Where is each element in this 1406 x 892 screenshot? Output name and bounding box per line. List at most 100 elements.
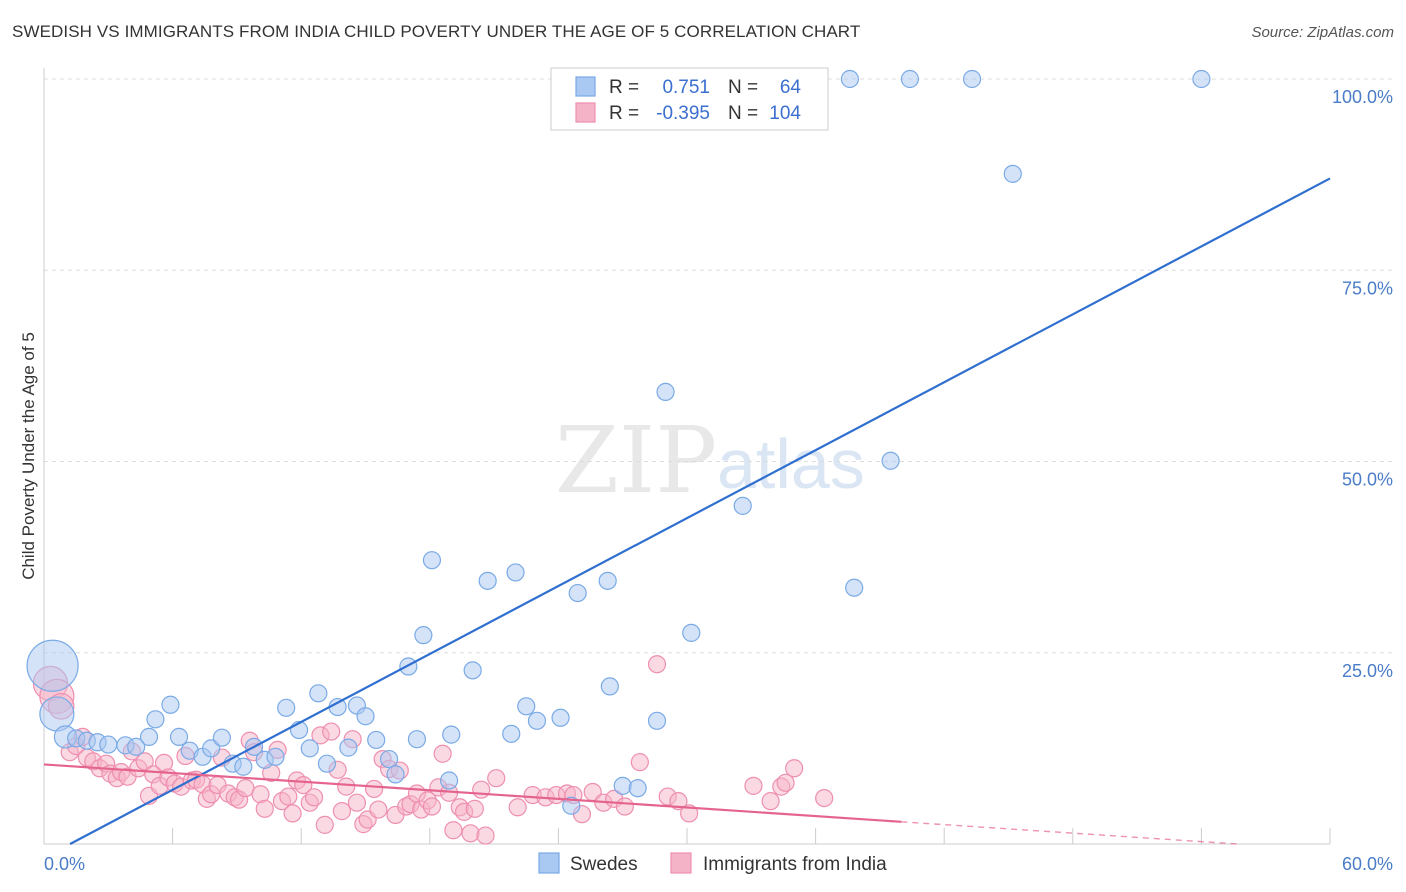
swedes-point-33 bbox=[386, 765, 405, 784]
swedes-point-58 bbox=[881, 451, 900, 470]
swedes-point-42 bbox=[502, 724, 521, 743]
legend-n-label-2: N = bbox=[728, 103, 758, 124]
swedes-point-53 bbox=[647, 711, 667, 730]
bottom-legend-swatch-swedes bbox=[538, 852, 560, 874]
india-point-96 bbox=[669, 792, 688, 811]
swedes-point-41 bbox=[478, 571, 497, 590]
series-india-points bbox=[32, 655, 834, 845]
swedes-point-26 bbox=[317, 754, 337, 773]
india-point-103 bbox=[815, 788, 834, 808]
swedes-point-49 bbox=[600, 677, 619, 696]
y-axis-label: Child Poverty Under the Age of 5 bbox=[19, 332, 38, 580]
bottom-legend-label-swedes: Swedes bbox=[570, 854, 638, 875]
india-point-77 bbox=[461, 824, 480, 843]
chart-title: SWEDISH VS IMMIGRANTS FROM INDIA CHILD P… bbox=[12, 22, 861, 41]
bottom-legend-swatch-india bbox=[670, 852, 692, 874]
swedes-point-25 bbox=[309, 684, 328, 703]
swedes-point-55 bbox=[682, 623, 701, 642]
swedes-point-28 bbox=[339, 738, 358, 757]
swedes-point-11 bbox=[161, 695, 180, 714]
legend: R = 0.751 N = 64 R = -0.395 N = 104 bbox=[550, 67, 829, 131]
tick-labels: 25.0% 50.0% 75.0% 100.0% 0.0% 60.0% bbox=[44, 87, 1393, 874]
y-tick-label-1: 50.0% bbox=[1342, 470, 1393, 490]
swedes-point-60 bbox=[900, 69, 920, 89]
trend-line-swedes bbox=[69, 177, 1331, 845]
y-tick-label-3: 100.0% bbox=[1332, 87, 1393, 107]
legend-swatch-india bbox=[575, 102, 596, 123]
bottom-legend: Swedes Immigrants from India bbox=[538, 852, 887, 875]
india-point-70 bbox=[422, 797, 442, 816]
swedes-point-27 bbox=[328, 697, 347, 717]
india-point-92 bbox=[615, 797, 634, 816]
swedes-point-30 bbox=[356, 707, 375, 726]
swedes-point-59 bbox=[845, 578, 864, 597]
india-point-54 bbox=[337, 777, 356, 796]
india-point-16 bbox=[135, 752, 154, 771]
india-point-74 bbox=[444, 821, 463, 840]
swedes-point-38 bbox=[422, 551, 442, 570]
india-point-101 bbox=[776, 773, 795, 792]
swedes-point-45 bbox=[527, 711, 547, 730]
swedes-point-10 bbox=[146, 710, 165, 729]
swedes-point-46 bbox=[551, 708, 570, 727]
swedes-point-24 bbox=[300, 739, 319, 758]
series-swedes-points bbox=[26, 69, 1211, 815]
india-point-50 bbox=[315, 815, 334, 834]
india-point-43 bbox=[279, 787, 298, 806]
bottom-legend-label-india: Immigrants from India bbox=[703, 854, 887, 875]
swedes-point-61 bbox=[962, 69, 982, 89]
swedes-point-15 bbox=[202, 739, 221, 758]
swedes-point-57 bbox=[840, 69, 859, 89]
india-point-79 bbox=[472, 780, 491, 799]
swedes-point-32 bbox=[379, 749, 399, 769]
swedes-point-9 bbox=[139, 727, 159, 747]
swedes-point-22 bbox=[277, 698, 296, 717]
swedes-point-21 bbox=[266, 747, 285, 766]
swedes-point-36 bbox=[414, 626, 433, 645]
india-point-72 bbox=[433, 744, 452, 763]
india-point-102 bbox=[785, 759, 804, 778]
swedes-point-63 bbox=[1192, 69, 1211, 89]
trend-lines bbox=[43, 177, 1331, 845]
india-point-48 bbox=[304, 788, 324, 807]
india-point-98 bbox=[744, 776, 763, 795]
legend-box bbox=[550, 67, 829, 131]
swedes-point-56 bbox=[733, 496, 752, 515]
watermark-zip: ZIP bbox=[555, 407, 717, 514]
legend-n-label-1: N = bbox=[728, 77, 758, 98]
swedes-point-31 bbox=[367, 730, 386, 750]
india-point-51 bbox=[322, 722, 341, 741]
india-point-44 bbox=[283, 804, 302, 823]
grid bbox=[44, 78, 1394, 654]
swedes-point-35 bbox=[407, 730, 427, 749]
x-tick-label-0: 0.0% bbox=[44, 854, 85, 874]
y-tick-label-0: 25.0% bbox=[1342, 661, 1393, 681]
chart-source: Source: ZipAtlas.com bbox=[1251, 24, 1394, 41]
trend-line-india-extension bbox=[901, 821, 1238, 845]
india-point-82 bbox=[508, 798, 527, 817]
india-point-59 bbox=[364, 779, 384, 799]
india-point-80 bbox=[476, 826, 495, 845]
legend-r-value-1: 0.751 bbox=[662, 77, 710, 98]
legend-r-label-2: R = bbox=[609, 103, 639, 124]
swedes-point-62 bbox=[1003, 164, 1022, 183]
swedes-point-40 bbox=[463, 661, 482, 680]
trend-line-india bbox=[43, 763, 902, 823]
swedes-point-54 bbox=[656, 382, 675, 401]
swedes-point-44 bbox=[506, 563, 525, 582]
swedes-point-50 bbox=[598, 571, 617, 590]
india-point-97 bbox=[680, 804, 699, 823]
swedes-point-51 bbox=[613, 776, 632, 795]
swedes-point-0 bbox=[26, 639, 79, 692]
swedes-point-43 bbox=[517, 697, 536, 716]
swedes-point-47 bbox=[562, 796, 581, 815]
y-tick-label-2: 75.0% bbox=[1342, 278, 1393, 298]
india-point-60 bbox=[369, 800, 388, 819]
legend-r-value-2: -0.395 bbox=[656, 103, 710, 124]
india-point-93 bbox=[630, 753, 649, 772]
india-point-99 bbox=[761, 792, 780, 811]
swedes-point-8 bbox=[127, 737, 146, 756]
india-point-56 bbox=[347, 793, 367, 812]
swedes-point-18 bbox=[234, 757, 253, 776]
